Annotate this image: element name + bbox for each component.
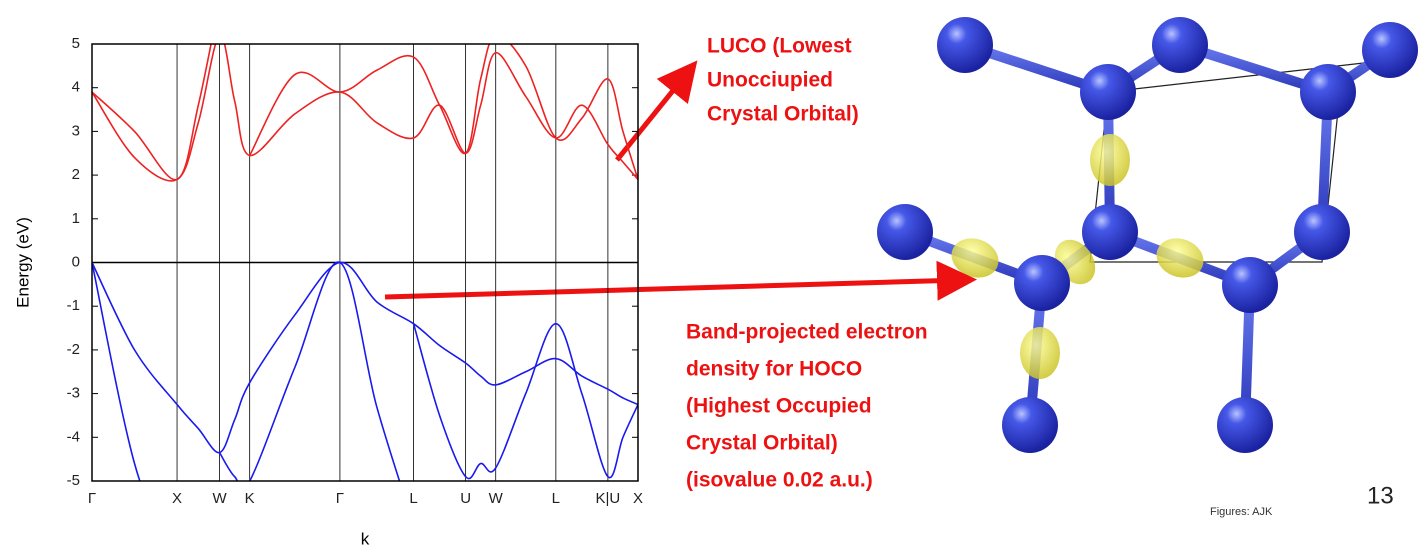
luco-text: Unocciupied	[707, 69, 833, 92]
credit: Figures: AJK	[1210, 506, 1273, 518]
y-tick-label: -1	[67, 297, 80, 314]
x-tick-label: Γ	[88, 490, 96, 507]
crystal-structure	[877, 17, 1418, 453]
hoco-text: Band-projected electron	[686, 321, 928, 344]
x-tick-label: L	[552, 490, 560, 507]
y-tick-label: -4	[67, 428, 80, 445]
hoco-text: Crystal Orbital)	[686, 432, 838, 455]
hoco-text: (isovalue 0.02 a.u.)	[686, 469, 873, 492]
x-axis-label: k	[361, 529, 370, 548]
y-tick-label: 5	[72, 35, 80, 52]
y-axis-label: Energy (eV)	[13, 217, 32, 308]
y-tick-label: -5	[67, 472, 80, 489]
slide: LUCO (Lowest Unocciupied Crystal Orbital) B…	[0, 0, 1418, 551]
y-tick-label: -3	[67, 385, 80, 402]
band-line	[92, 262, 414, 551]
annotations: LUCO (Lowest Unocciupied Crystal Orbital) B…	[686, 35, 928, 492]
hoco-arrow	[385, 280, 962, 297]
y-tick-label: 1	[72, 210, 80, 227]
luco-text: LUCO (Lowest	[707, 35, 852, 58]
band-line	[414, 324, 638, 479]
x-tick-label: K|U	[596, 490, 621, 507]
y-tick-label: 0	[72, 253, 80, 270]
x-tick-label: K	[245, 490, 255, 507]
luco-text: Crystal Orbital)	[707, 103, 859, 126]
page-number: 13	[1367, 482, 1394, 509]
y-tick-label: 3	[72, 122, 80, 139]
y-tick-label: 4	[72, 79, 80, 96]
y-tick-label: 2	[72, 166, 80, 183]
x-tick-label: U	[460, 490, 471, 507]
x-tick-label: X	[172, 490, 182, 507]
x-tick-label: W	[212, 490, 227, 507]
hoco-text: (Highest Occupied	[686, 395, 872, 418]
x-tick-label: Γ	[336, 490, 344, 507]
band-structure-chart: -5 -4 -3 -2 -1 0 1 2 3 4 5 Γ X W K Γ L U W L K|U Xk Energy (eV…	[13, 0, 643, 551]
x-tick-label: X	[633, 490, 643, 507]
y-tick-label: -2	[67, 341, 80, 358]
hoco-text: density for HOCO	[686, 358, 862, 381]
x-tick-label: W	[489, 490, 504, 507]
x-tick-label: L	[409, 490, 417, 507]
